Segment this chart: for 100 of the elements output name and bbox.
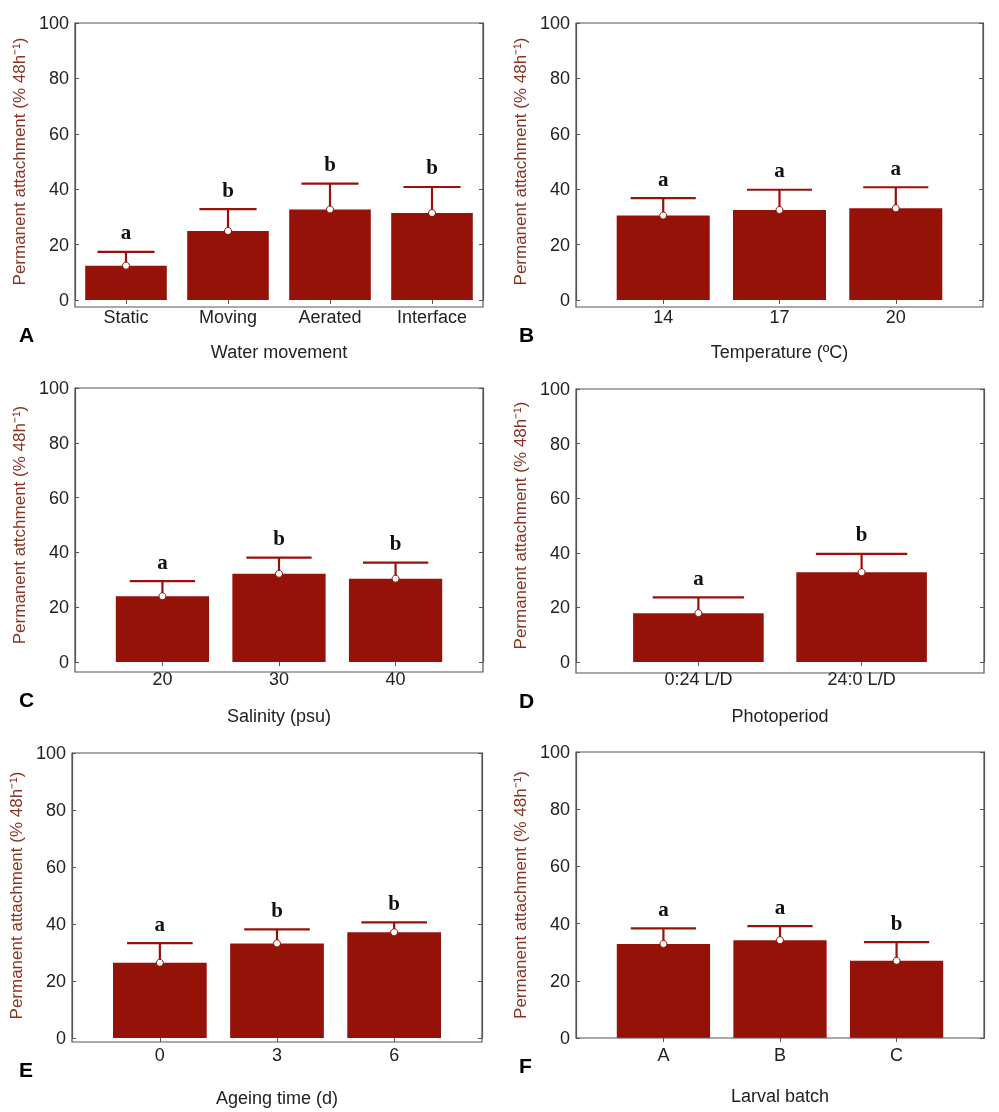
annotation: a: [658, 896, 670, 921]
x-axis-title: Ageing time (d): [215, 1088, 339, 1108]
x-tick-label: B: [773, 1045, 787, 1065]
annotation: a: [693, 565, 705, 590]
point: [775, 205, 784, 214]
point: [273, 939, 281, 948]
text: B: [519, 323, 535, 346]
bar: [616, 215, 710, 300]
annotation: b: [271, 897, 283, 922]
y-tick-label: 40: [48, 179, 69, 200]
y-tick-label: 100: [38, 378, 69, 398]
annotation: a: [890, 155, 902, 180]
x-tick-label: 0: [154, 1045, 165, 1065]
y-tick-label: 60: [549, 856, 570, 877]
y-axis-title: Permanent attachment (% 48h⁻¹): [511, 37, 531, 286]
point: [275, 569, 283, 578]
annotation: b: [324, 152, 336, 177]
x-tick-label: 3: [271, 1045, 283, 1065]
text: D: [519, 689, 535, 712]
y-tick-label: 100: [539, 742, 570, 762]
x-tick-label: 40: [385, 669, 406, 689]
text: A: [19, 323, 35, 346]
x-tick-label: 20: [152, 669, 173, 689]
x-axis-title: Temperature (ºC): [710, 342, 849, 362]
y-tick-label: 80: [549, 433, 570, 454]
point: [659, 939, 668, 948]
bar: [732, 209, 827, 300]
annotation: b: [890, 910, 903, 935]
y-tick-label: 20: [549, 970, 570, 991]
x-tick-label: C: [890, 1045, 904, 1065]
point: [428, 209, 436, 218]
bar: [733, 940, 827, 1038]
point: [776, 936, 784, 945]
y-axis-title: Permanent attachment (% 48h⁻¹): [7, 771, 27, 1020]
x-tick-label: 14: [653, 307, 674, 327]
annotation: a: [657, 166, 669, 191]
point: [391, 574, 400, 583]
x-axis-title: Water movement: [210, 342, 348, 362]
y-tick-label: 40: [549, 542, 570, 563]
y-tick-label: 0: [58, 290, 69, 310]
y-tick-label: 40: [48, 542, 69, 563]
y-tick-label: 60: [549, 123, 570, 144]
annotation: b: [389, 531, 402, 556]
x-tick-label: 17: [769, 307, 790, 327]
y-tick-label: 60: [48, 123, 69, 144]
annotation: a: [120, 220, 132, 245]
y-tick-label: 60: [549, 488, 570, 509]
text: E: [19, 1058, 34, 1081]
y-tick-label: 20: [45, 971, 66, 991]
y-tick-label: 40: [549, 179, 570, 200]
x-tick-label: 30: [268, 669, 290, 689]
x-axis-title: Larval batch: [730, 1086, 830, 1106]
annotation: b: [855, 522, 868, 547]
y-axis-title: Permanent attchment (% 48h⁻¹): [10, 405, 30, 645]
annotation: a: [774, 158, 786, 183]
x-tick-label: 0:24 L/D: [664, 669, 733, 689]
y-axis-title: Permanent attachment (% 48h⁻¹): [10, 37, 30, 286]
bar: [347, 932, 441, 1038]
annotation: a: [157, 549, 169, 574]
y-tick-label: 80: [48, 432, 69, 453]
x-tick-label: Static: [103, 307, 149, 327]
y-tick-label: 60: [48, 487, 69, 508]
y-tick-label: 100: [539, 379, 570, 399]
y-tick-label: 20: [48, 234, 69, 255]
point: [224, 227, 232, 236]
y-tick-label: 80: [48, 68, 69, 89]
point: [326, 205, 334, 214]
bar: [849, 960, 944, 1038]
bar: [616, 943, 711, 1038]
point: [122, 261, 130, 270]
x-tick-label: 24:0 L/D: [827, 669, 896, 689]
y-tick-label: 100: [35, 743, 66, 763]
y-tick-label: 0: [58, 652, 69, 672]
y-axis-title: Permanent attachment (% 48h⁻¹): [511, 401, 531, 650]
y-tick-label: 80: [549, 68, 570, 89]
annotation: b: [388, 890, 400, 915]
y-tick-label: 0: [55, 1028, 66, 1048]
bar: [849, 208, 943, 300]
point: [155, 958, 164, 967]
y-tick-label: 100: [38, 13, 69, 33]
x-tick-label: A: [657, 1045, 670, 1065]
y-tick-label: 80: [549, 799, 570, 820]
x-tick-label: Moving: [198, 307, 258, 327]
annotation: b: [273, 526, 285, 551]
x-tick-label: 20: [885, 307, 906, 327]
y-axis-title: Permanent attachment (% 48h⁻¹): [511, 771, 531, 1019]
x-tick-label: Aerated: [298, 307, 362, 327]
y-tick-label: 80: [45, 800, 66, 820]
y-tick-label: 20: [549, 597, 570, 618]
point: [390, 928, 399, 937]
point: [891, 204, 900, 213]
annotation: a: [154, 911, 166, 936]
bar: [230, 943, 324, 1038]
y-tick-label: 20: [549, 234, 570, 255]
y-tick-label: 0: [559, 290, 570, 310]
bar: [187, 231, 269, 300]
text: F: [519, 1054, 532, 1077]
bar: [391, 213, 473, 300]
y-tick-label: 0: [559, 1028, 570, 1048]
point: [892, 956, 901, 965]
